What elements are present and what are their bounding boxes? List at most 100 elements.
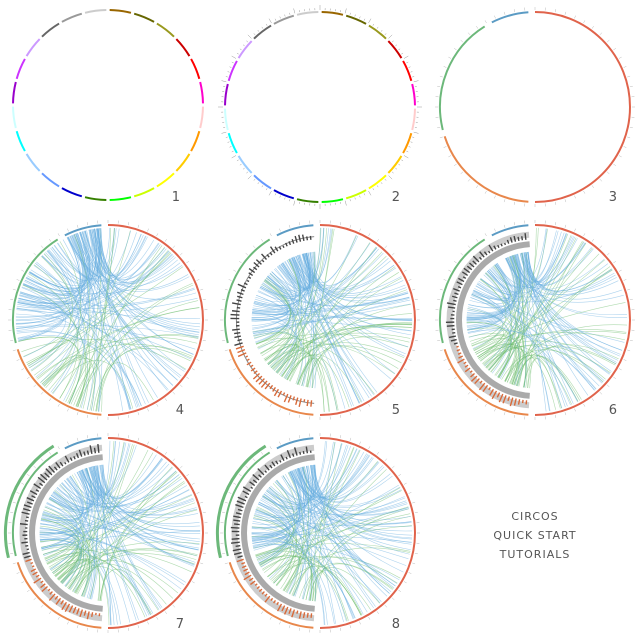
tick [49,611,52,615]
ideogram [253,174,272,190]
tick [513,414,516,418]
link [302,253,402,295]
histogram-bar [83,610,87,616]
ideogram [12,238,59,344]
histogram-bar [37,476,46,484]
tick [247,175,252,180]
panel-label: 5 [392,403,400,418]
histogram-bar [310,400,313,407]
histogram-bar [474,378,480,385]
tick [172,391,176,395]
tick [228,359,232,361]
link [19,250,170,302]
tick [137,224,140,228]
histogram-bar [266,254,270,258]
tick [606,39,610,43]
link [28,273,79,399]
tick [186,474,190,477]
tick [172,458,176,462]
tick [76,224,79,228]
histogram-bar [457,358,465,364]
tick [395,167,398,170]
link [39,537,75,551]
link [270,485,408,516]
tick [288,625,291,629]
tick [164,398,167,402]
tick [228,572,232,574]
tick [10,339,14,342]
histogram-bar [73,455,76,460]
histogram-bar [44,472,50,478]
tick [200,501,204,504]
tick [222,511,226,514]
ideogram [439,238,486,344]
histogram-bar [458,355,464,359]
histogram-bar [482,384,489,393]
histogram-bar [479,380,483,384]
link [35,263,140,407]
tick [388,34,393,39]
tick [437,298,441,301]
tick [627,75,631,78]
histogram-bar [45,468,53,476]
link [40,522,93,599]
ideogram [276,437,314,450]
histogram-bar [478,256,483,260]
tick [368,190,372,196]
tick [231,155,237,159]
tick [261,451,264,455]
link [299,358,330,412]
link [260,469,303,568]
tick [460,252,464,256]
link [39,470,88,532]
histogram-bar [230,541,240,544]
tick [21,368,25,371]
link [526,353,533,389]
tick [437,85,441,88]
link [251,533,299,595]
link [41,531,201,549]
histogram-bar [272,386,277,392]
link [252,265,395,313]
ideogram [224,238,271,344]
link [255,337,375,395]
tick [494,15,496,19]
tick [613,376,617,379]
histogram-bar [279,460,282,463]
ideogram [387,40,403,59]
histogram-bar [448,335,457,339]
ideogram [64,437,102,450]
histogram-bar [55,597,62,605]
tick [453,376,457,379]
histogram-bar [241,561,246,565]
tick [156,233,159,237]
tick [388,175,393,180]
histogram-bar [453,299,457,302]
ideogram [12,106,17,129]
link [477,342,516,382]
link [26,250,74,294]
histogram-bar [458,277,465,283]
ideogram [12,81,17,104]
tick [33,252,37,256]
link [251,455,371,530]
tick [196,359,200,361]
histogram-bar [298,398,302,407]
tick [164,611,167,615]
histogram-bar [509,397,514,407]
histogram-bar [276,601,280,606]
tick [391,171,394,174]
histogram-bar [61,601,68,611]
tick [359,408,361,412]
histogram-bar [233,515,241,519]
tick [172,245,176,249]
histogram-bar [496,392,501,398]
tick [583,20,586,24]
track [215,444,267,559]
tick [242,44,245,47]
link [94,465,200,527]
tick [401,159,404,162]
histogram-bar [235,544,241,548]
histogram-bar [235,345,244,350]
tick [443,279,447,281]
